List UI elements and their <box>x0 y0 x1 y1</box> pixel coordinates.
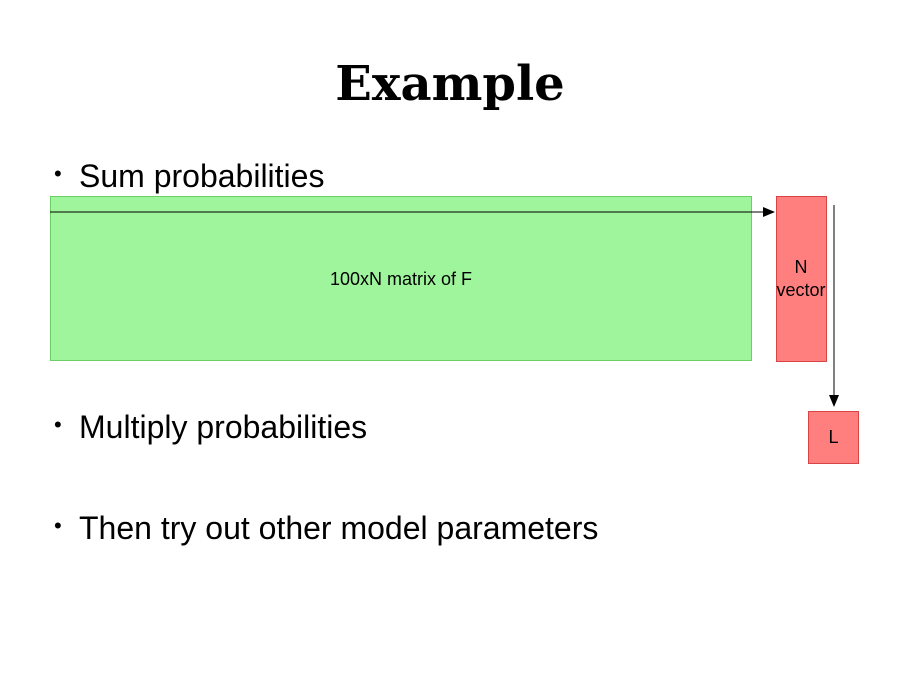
bullet-item: • Sum probabilities <box>54 156 324 196</box>
bullet-text: Then try out other model parameters <box>79 510 599 546</box>
slide-title: Example <box>335 56 565 112</box>
bullet-item: • Then try out other model parameters <box>54 508 598 548</box>
matrix-box <box>50 196 752 361</box>
vector-label-line1: N <box>794 257 808 277</box>
bullet-dot-icon: • <box>54 513 62 538</box>
matrix-label: 100xN matrix of F <box>329 269 473 289</box>
vector-label-line2: vector <box>776 280 826 300</box>
bullet-text: Sum probabilities <box>79 158 325 194</box>
vector-box <box>776 196 827 362</box>
vector-label: N vector <box>766 256 836 302</box>
result-label: L <box>828 427 839 447</box>
bullet-dot-icon: • <box>54 412 62 437</box>
bullet-dot-icon: • <box>54 161 62 186</box>
result-box <box>808 411 859 464</box>
bullet-item: • Multiply probabilities <box>54 407 367 447</box>
bullet-text: Multiply probabilities <box>79 409 368 445</box>
